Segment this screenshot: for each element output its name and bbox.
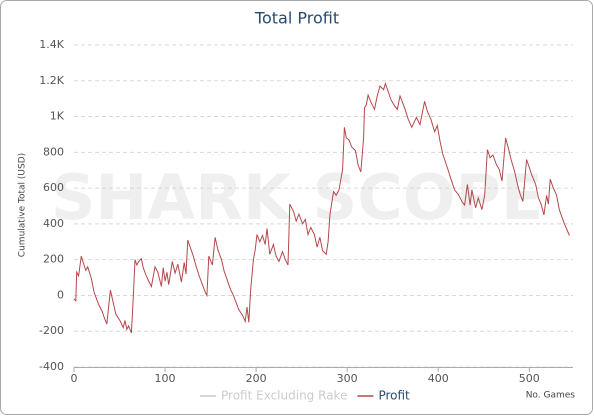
y-tick-label: 0 xyxy=(57,288,64,301)
y-tick-label: 1.4K xyxy=(39,38,64,51)
y-tick-label: 1.2K xyxy=(39,74,64,87)
x-tick-label: 400 xyxy=(428,372,449,385)
legend-label: Profit xyxy=(378,389,410,403)
watermark: SHARK SCOPE xyxy=(51,161,544,234)
y-tick-label: -200 xyxy=(39,324,64,337)
x-tick-label: 100 xyxy=(155,372,176,385)
y-tick-label: 200 xyxy=(43,253,64,266)
x-tick-label: 200 xyxy=(246,372,267,385)
legend-label: Profit Excluding Rake xyxy=(221,389,347,403)
y-tick-label: 600 xyxy=(43,181,64,194)
y-tick-label: -400 xyxy=(39,360,64,373)
data-line xyxy=(73,81,570,334)
x-axis-label: No. Games xyxy=(526,391,576,401)
y-tick-label: 800 xyxy=(43,145,64,158)
x-tick-label: 300 xyxy=(337,372,358,385)
x-tick-label: 500 xyxy=(519,372,540,385)
y-tick-label: 1K xyxy=(50,110,65,123)
chart-title: Total Profit xyxy=(254,9,339,28)
x-tick-label: 0 xyxy=(71,372,78,385)
y-axis-label: Cumulative Total (USD) xyxy=(18,153,28,257)
y-tick-label: 400 xyxy=(43,217,64,230)
